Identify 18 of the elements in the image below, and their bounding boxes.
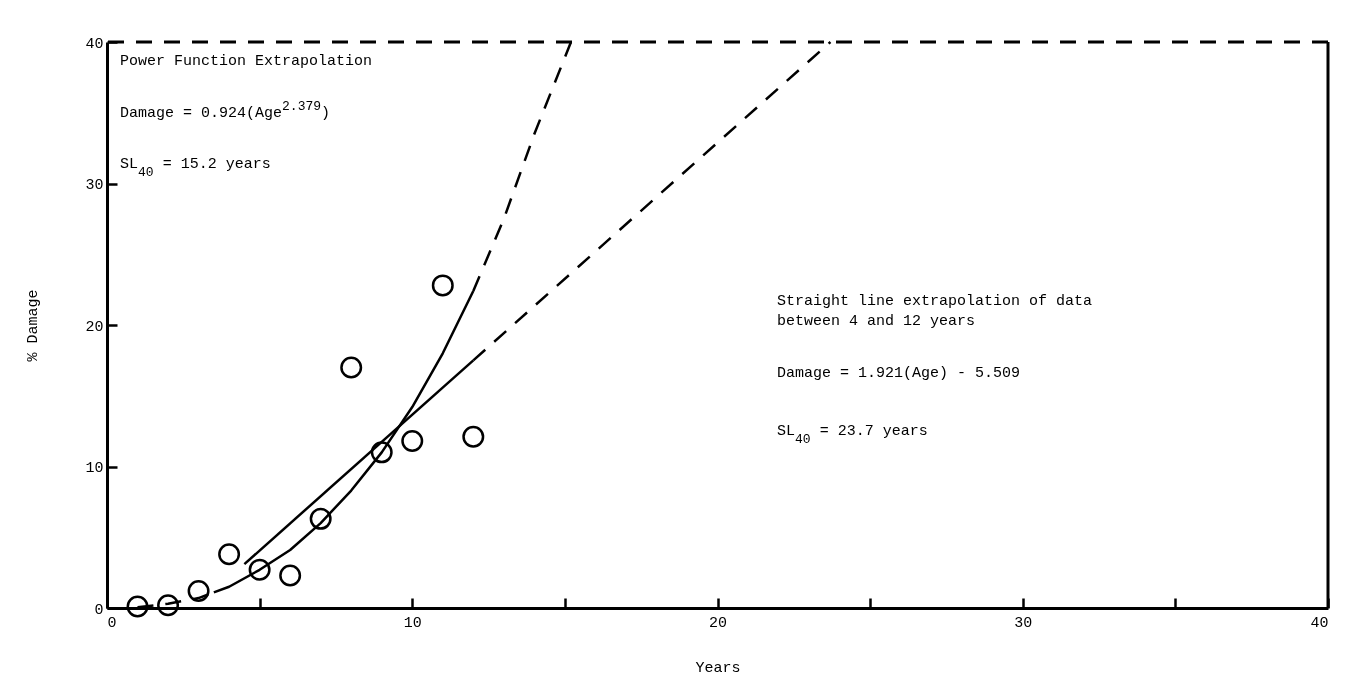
annotation: Straight line extrapolation of data between 4 and 12 years	[777, 293, 1093, 330]
annotation: Damage = 1.921(Age) - 5.509	[777, 365, 1021, 382]
annotation: SL$_{40}$ = 15.2 years	[120, 156, 271, 180]
x-tick-label: 30	[1014, 614, 1033, 632]
x-tick-label: 0	[107, 614, 117, 632]
x-tick-label: 10	[403, 614, 422, 632]
y-axis-title: % Damage	[25, 289, 43, 362]
x-tick-label: 40	[1310, 614, 1329, 632]
y-tick-label: 0	[94, 601, 104, 619]
annotation: Damage = 0.924(Age$^{2.379}$)	[120, 98, 331, 122]
x-tick-label: 20	[708, 614, 728, 632]
y-tick-label: 30	[85, 177, 104, 194]
y-tick-label: 20	[85, 318, 104, 336]
y-tick-label: 40	[85, 35, 104, 53]
annotation: Power Function Extrapolation	[120, 53, 373, 70]
x-axis-title: Years	[695, 659, 741, 677]
annotation: SL$_{40}$ = 23.7 years	[777, 423, 928, 447]
y-tick-label: 10	[85, 460, 104, 477]
